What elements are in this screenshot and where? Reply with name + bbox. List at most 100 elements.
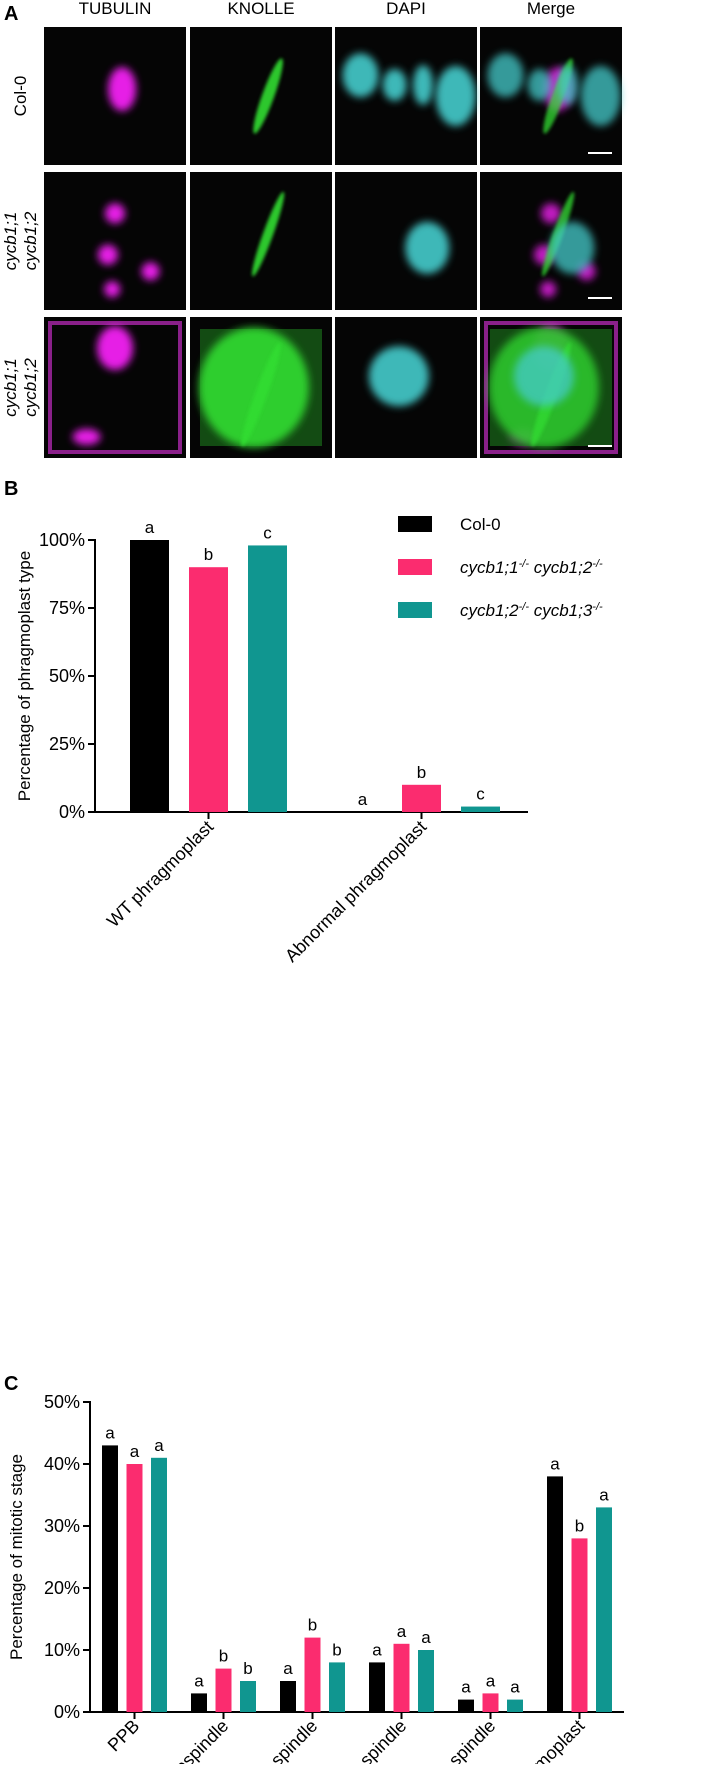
significance-letter: a <box>372 1640 382 1659</box>
signal <box>558 64 579 105</box>
row-label: cycb1;2 <box>21 358 40 417</box>
signal <box>141 262 160 281</box>
column-label: Merge <box>527 0 575 18</box>
micrograph <box>335 172 477 310</box>
row-label: cycb1;1 <box>1 358 20 417</box>
y-tick-label: 0% <box>54 1702 80 1722</box>
y-tick-label: 0% <box>59 802 85 822</box>
bar <box>189 567 228 812</box>
significance-letter: b <box>308 1616 317 1635</box>
signal <box>241 342 281 447</box>
column-label: DAPI <box>386 0 426 18</box>
bar <box>547 1476 563 1712</box>
bar <box>280 1681 296 1712</box>
x-tick-label: Prospindle <box>158 1716 232 1764</box>
bar <box>126 1464 143 1712</box>
signal <box>487 53 524 98</box>
bar <box>393 1643 410 1712</box>
x-tick-label: Abnormal phragmoplast <box>281 817 430 966</box>
significance-letter: a <box>461 1678 471 1697</box>
bar <box>215 1668 232 1712</box>
cell-signal <box>48 321 182 454</box>
bar <box>102 1445 118 1712</box>
row-label: cycb1;1 <box>1 212 20 271</box>
signal <box>540 281 557 298</box>
significance-letter: b <box>204 545 213 564</box>
significance-letter: a <box>194 1671 204 1690</box>
bar <box>248 545 287 812</box>
signal <box>382 68 407 101</box>
significance-letter: a <box>358 790 368 809</box>
bar <box>482 1693 499 1712</box>
legend-label: cycb1;2-/- cycb1;3-/- <box>460 601 603 620</box>
signal <box>368 346 429 407</box>
legend-label: cycb1;1-/- cycb1;2-/- <box>460 558 603 577</box>
significance-letter: b <box>575 1516 584 1535</box>
signal <box>97 326 133 371</box>
significance-letter: a <box>283 1659 293 1678</box>
row-label: cycb1;2 <box>21 211 40 270</box>
significance-letter: a <box>486 1671 496 1690</box>
signal <box>541 203 561 224</box>
bar <box>458 1699 474 1712</box>
signal <box>104 281 121 298</box>
bar <box>461 806 500 812</box>
legend-swatch <box>398 516 432 532</box>
significance-letter: a <box>599 1485 609 1504</box>
significance-letter: a <box>397 1622 407 1641</box>
bar <box>369 1662 385 1712</box>
bar <box>240 1681 256 1712</box>
bar <box>191 1693 207 1712</box>
bar <box>507 1699 523 1712</box>
y-tick-label: 30% <box>44 1516 80 1536</box>
panel-letter: A <box>4 3 18 25</box>
bar <box>571 1538 588 1712</box>
significance-letter: a <box>510 1678 520 1697</box>
y-tick-label: 25% <box>49 734 85 754</box>
panel-letter: C <box>4 1373 18 1395</box>
significance-letter: a <box>105 1423 115 1442</box>
y-tick-label: 75% <box>49 598 85 618</box>
y-tick-label: 100% <box>39 530 85 550</box>
legend-label: Col-0 <box>460 515 501 534</box>
column-label: KNOLLE <box>227 0 294 18</box>
y-tick-label: 50% <box>44 1392 80 1412</box>
significance-letter: b <box>417 763 426 782</box>
x-tick-label: WT phragmoplast <box>103 817 217 931</box>
signal <box>105 203 125 224</box>
significance-letter: b <box>332 1640 341 1659</box>
column-label: TUBULIN <box>79 0 152 18</box>
significance-letter: a <box>550 1454 560 1473</box>
signal <box>413 64 434 105</box>
signal <box>198 327 309 448</box>
micrograph <box>190 27 332 165</box>
bar <box>130 540 169 812</box>
signal <box>72 428 101 445</box>
signal <box>527 68 552 101</box>
signal <box>513 346 574 407</box>
bar <box>151 1457 167 1712</box>
bar <box>304 1637 321 1712</box>
signal <box>97 244 118 265</box>
x-tick-label: Phragmoplast <box>496 1716 589 1764</box>
y-tick-label: 40% <box>44 1454 80 1474</box>
panel-letter: B <box>4 478 18 500</box>
significance-letter: b <box>243 1659 252 1678</box>
y-axis-label: Percentage of mitotic stage <box>7 1454 26 1660</box>
x-tick-label: PPB <box>104 1716 144 1756</box>
legend-swatch <box>398 559 432 575</box>
significance-letter: a <box>421 1628 431 1647</box>
legend-swatch <box>398 602 432 618</box>
signal <box>253 58 283 134</box>
significance-letter: b <box>219 1647 228 1666</box>
signal <box>252 191 285 277</box>
bar <box>596 1507 612 1712</box>
signal <box>342 53 379 98</box>
y-tick-label: 20% <box>44 1578 80 1598</box>
significance-letter: c <box>476 785 485 804</box>
significance-letter: c <box>263 523 272 542</box>
signal <box>580 66 621 126</box>
signal <box>550 221 595 274</box>
